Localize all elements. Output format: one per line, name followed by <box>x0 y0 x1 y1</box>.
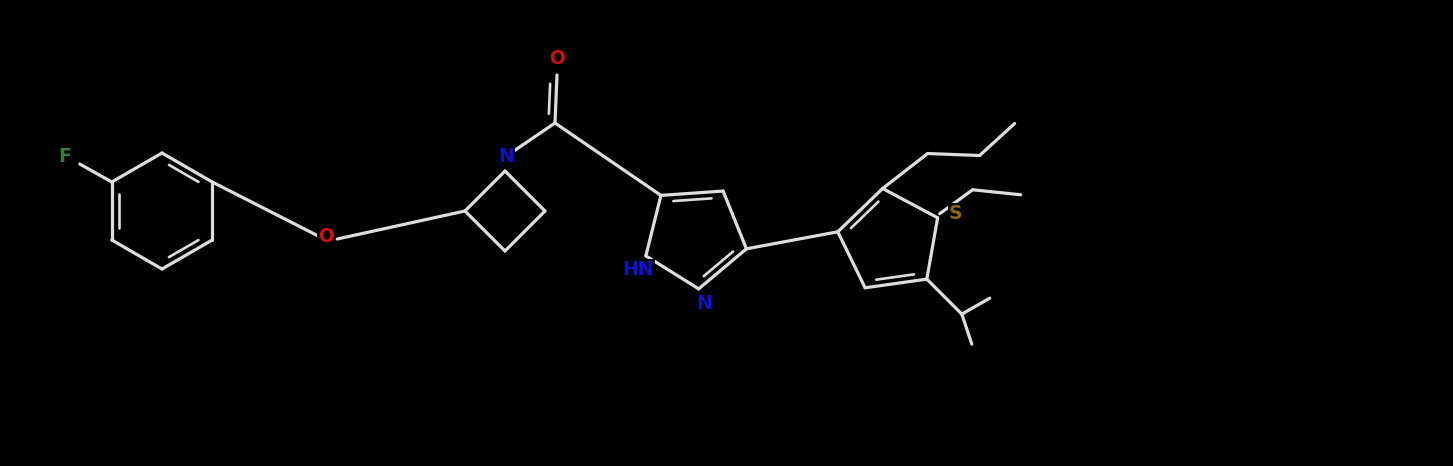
Text: S: S <box>949 204 962 223</box>
Text: F: F <box>58 146 71 165</box>
Text: O: O <box>318 226 334 246</box>
Text: HN: HN <box>622 260 654 279</box>
Text: N: N <box>498 146 514 165</box>
Text: O: O <box>549 48 565 68</box>
Text: N: N <box>696 295 712 313</box>
